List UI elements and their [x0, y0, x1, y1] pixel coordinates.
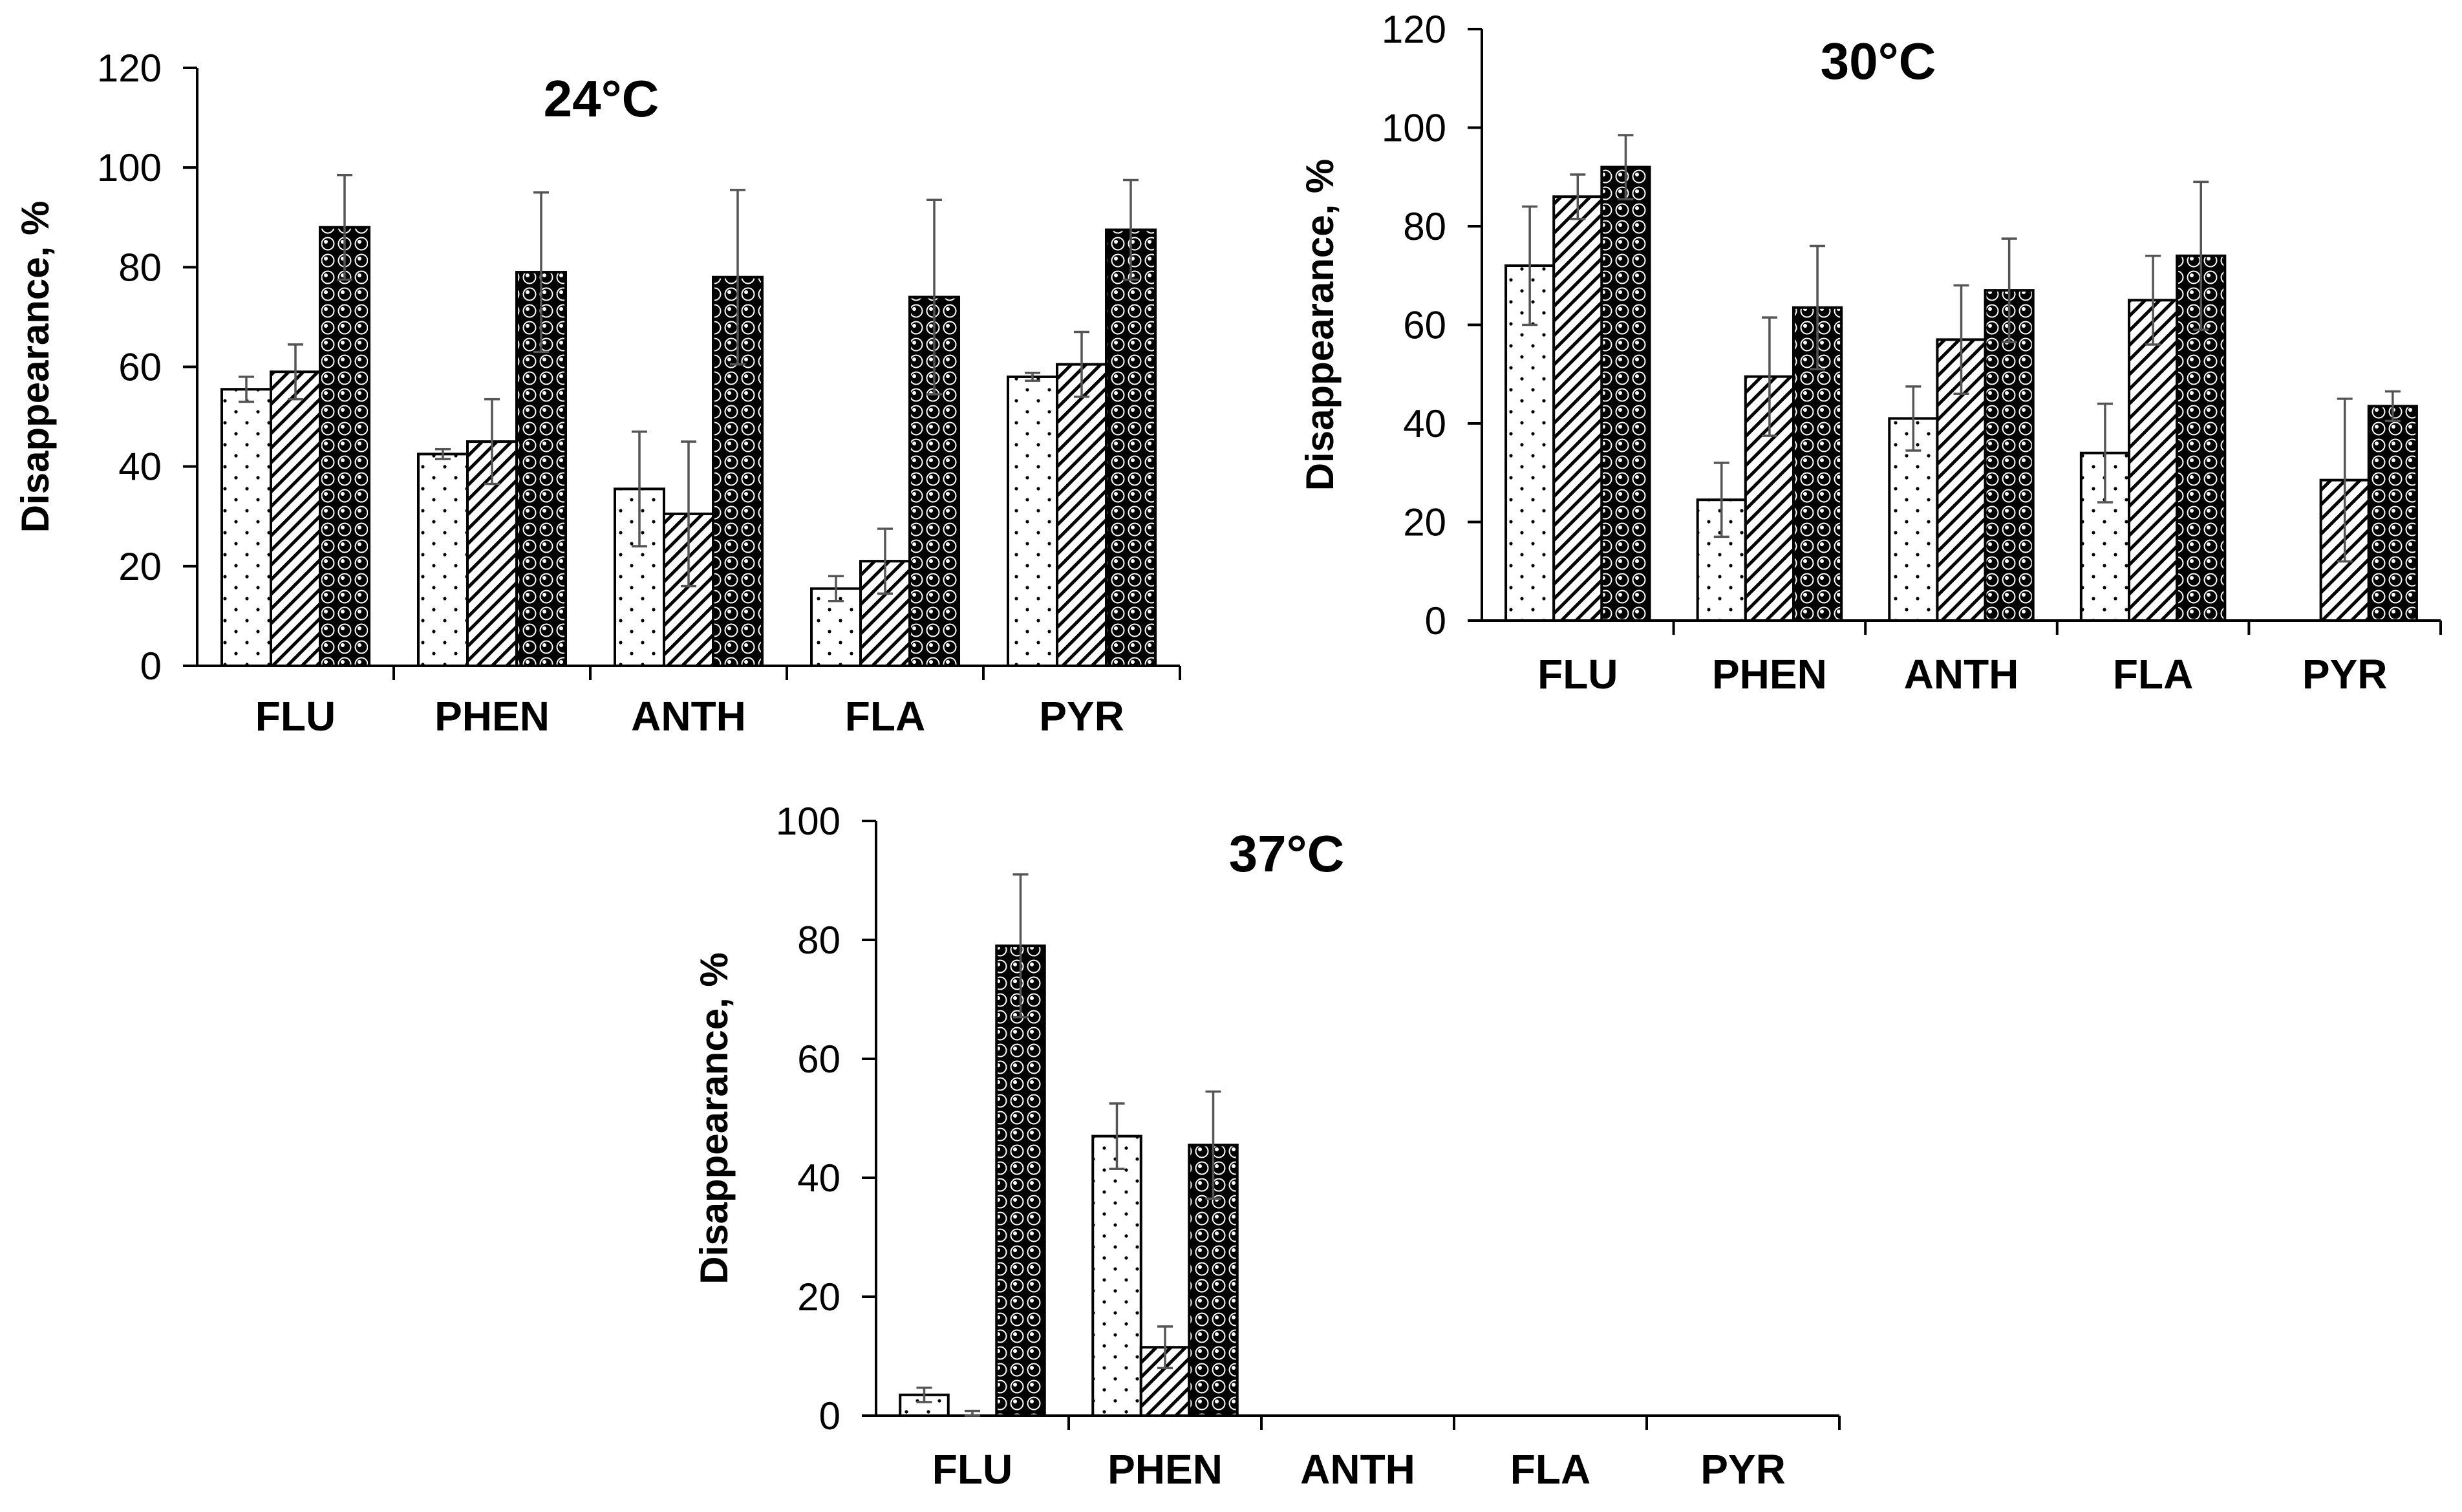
category-label: FLA: [845, 693, 925, 740]
y-tick-label: 100: [776, 800, 840, 843]
y-tick-label: 40: [797, 1156, 840, 1200]
y-axis-label: Disappearance, %: [1298, 159, 1342, 491]
category-label: PYR: [2302, 651, 2388, 697]
category-label: FLA: [1510, 1446, 1590, 1493]
bar: [1600, 165, 1651, 622]
y-tick-label: 20: [797, 1275, 840, 1319]
y-axis-label: Disappearance, %: [692, 952, 736, 1284]
category-label: PYR: [1700, 1446, 1786, 1493]
chart-title: 30°C: [1821, 32, 1936, 90]
bar: [2367, 405, 2418, 622]
bar: [2128, 299, 2179, 622]
category-label: PHEN: [434, 693, 550, 740]
bar: [1552, 195, 1603, 622]
bar: [1888, 417, 1939, 622]
chart-title: 37°C: [1229, 825, 1345, 882]
category-label: PHEN: [1108, 1446, 1223, 1493]
y-tick-label: 40: [1403, 402, 1446, 445]
chart-title: 24°C: [544, 70, 659, 127]
y-tick-label: 60: [1403, 304, 1446, 347]
y-tick-label: 80: [1403, 205, 1446, 248]
category-label: FLU: [255, 693, 336, 740]
y-tick-label: 100: [1382, 107, 1446, 150]
bar: [417, 453, 469, 667]
y-tick-label: 60: [797, 1038, 840, 1081]
y-tick-label: 120: [97, 47, 162, 90]
category-label: ANTH: [631, 693, 746, 740]
category-label: FLU: [1537, 651, 1618, 697]
bar: [270, 370, 321, 667]
category-label: PHEN: [1712, 651, 1827, 697]
chart-37c: 0 20 40 60 80 100 FLU PHEN ANTH FLA PYR 37°C Disappe…: [692, 800, 1841, 1493]
bar: [319, 226, 370, 667]
y-tick-label: 120: [1382, 8, 1446, 51]
bar: [995, 944, 1046, 1417]
y-tick-label: 100: [97, 146, 162, 189]
y-tick-label: 0: [1425, 599, 1446, 643]
chart-24c: 0 20 40 60 80 100 120 FLU PHEN ANTH FLA PYR 24°C Disa…: [14, 47, 1181, 740]
bar: [220, 388, 272, 667]
bar: [1056, 363, 1108, 667]
category-label: ANTH: [1300, 1446, 1415, 1493]
bar: [1105, 228, 1157, 668]
y-axis-label: Disappearance, %: [14, 201, 57, 533]
chart-30c: 0 20 40 60 80 100 120 FLU PHEN ANTH FLA PYR 30°C Disa…: [1298, 8, 2442, 697]
bar: [1007, 375, 1058, 668]
bar: [1091, 1134, 1142, 1417]
y-tick-label: 20: [118, 545, 162, 588]
y-tick-label: 0: [819, 1394, 840, 1438]
y-tick-label: 60: [118, 346, 162, 389]
y-tick-label: 20: [1403, 501, 1446, 544]
category-label: PYR: [1039, 693, 1124, 740]
y-tick-label: 40: [118, 445, 162, 489]
bar: [1984, 289, 2035, 622]
category-label: ANTH: [1904, 651, 2019, 697]
category-label: FLU: [932, 1446, 1012, 1493]
y-tick-label: 80: [118, 246, 162, 289]
category-label: FLA: [2113, 651, 2193, 697]
y-tick-label: 0: [140, 644, 162, 688]
y-tick-label: 80: [797, 919, 840, 962]
